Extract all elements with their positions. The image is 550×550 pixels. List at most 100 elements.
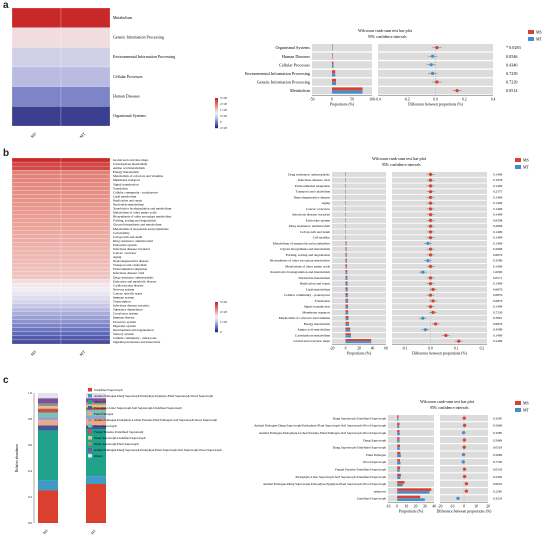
a-right-tick: 0.4 <box>491 98 496 102</box>
b-heatmap-cell <box>60 174 111 179</box>
b-xlabel-left: Proportions (%) <box>347 352 372 356</box>
b-heatmap-cell <box>60 161 111 167</box>
b-heatmap-row-label: Sensory system <box>113 332 134 336</box>
b-left-tick: 20 <box>357 347 361 351</box>
b-row-label: Endocrine system <box>306 218 331 222</box>
a-bar-ms <box>332 53 333 57</box>
b-row-stripe-right <box>392 292 487 298</box>
a-heatmap-cell <box>11 66 62 87</box>
b-bar-mt <box>345 329 351 332</box>
b-heatmap-row-label: Transcription <box>113 300 131 304</box>
b-colorbar-segment <box>215 318 218 321</box>
b-row-label: Replication and repair <box>300 282 331 286</box>
b-diff-point <box>426 241 430 246</box>
c-legend-label: Animal Pathogen-Endophyte-Lichen Parasit… <box>94 418 217 422</box>
b-heatmap-row-label: Neurodegenerative disease <box>113 259 149 263</box>
c-row-stripe-left <box>388 436 434 444</box>
b-colorbar-segment <box>215 320 218 322</box>
b-right-tick: -0.1 <box>402 347 408 351</box>
b-row-stripe-right <box>392 223 487 229</box>
b-row-stripe-left <box>332 183 386 189</box>
c-legend-swatch <box>88 430 92 434</box>
c-legend-swatch <box>88 400 92 404</box>
a-heatmap-cell <box>11 106 62 127</box>
b-heatmap-cell <box>11 279 62 284</box>
b-heatmap-row-label: Cardiovascular disease <box>113 283 144 287</box>
c-bar-mt <box>397 491 430 494</box>
b-subtitle: 95% confidence intervals <box>382 163 421 167</box>
b-heatmap-cell <box>60 263 111 268</box>
a-heatmap-row-label: Metabolism <box>113 15 133 20</box>
c-legend-swatch <box>515 401 521 405</box>
b-diff-point <box>428 184 433 188</box>
a-bar-mt <box>332 82 337 86</box>
a-colorbar-segment <box>215 104 218 106</box>
c-right-tick: 0 <box>463 505 465 509</box>
b-bar-mt <box>345 220 346 223</box>
a-colorbar-segment <box>215 114 218 117</box>
c-row-stripe-left <box>388 473 434 480</box>
c-diff-point <box>462 416 466 420</box>
c-left-tick: 20 <box>414 505 418 509</box>
a-colorbar-tick: 2×10⁶ <box>220 102 227 106</box>
b-p-value: 0.2375 <box>493 190 503 194</box>
c-p-value: 0.0518 <box>493 446 502 450</box>
c-row-stripe-left <box>388 429 434 436</box>
b-colorbar-tick: 0 <box>220 330 222 334</box>
c-legend-swatch <box>88 418 92 422</box>
b-heatmap-row-label: Cell growth and death <box>113 235 143 239</box>
c-xlabel-left: Proportions (%) <box>399 510 424 514</box>
a-left-tick: -50 <box>310 98 315 102</box>
c-stack-segment <box>38 412 58 417</box>
c-row-stripe-left <box>388 444 434 451</box>
b-heatmap-cell <box>11 170 62 175</box>
b-heatmap-row-label: Drug resistance: antineoplastic <box>113 275 154 279</box>
c-y-tick: 0.4 <box>28 469 32 473</box>
c-stack-segment <box>86 425 106 430</box>
b-row-stripe-left <box>332 298 386 304</box>
b-heatmap-cell <box>11 319 62 324</box>
c-row-stripe-left <box>388 422 434 429</box>
c-row-label: Dung Saprotroph-Undefined Saprotroph <box>333 446 387 450</box>
b-colorbar-segment <box>215 321 218 324</box>
a-colorbar-segment <box>215 98 218 100</box>
b-p-value: 0.1409 <box>493 305 503 309</box>
b-heatmap-row-label: Aging <box>113 255 122 259</box>
b-heatmap-cell <box>11 275 62 280</box>
b-heatmap-cell <box>60 242 111 248</box>
a-legend-swatch <box>528 30 534 34</box>
b-diff-point <box>421 316 425 320</box>
c-row-stripe-left <box>388 415 434 422</box>
b-bar-ms <box>345 327 351 330</box>
b-p-value: 0.1409 <box>493 172 503 176</box>
c-diff-point <box>463 423 467 427</box>
b-row-stripe-right <box>392 172 487 177</box>
b-colorbar-segment <box>215 306 218 309</box>
b-heatmap-cell <box>11 174 62 179</box>
b-bar-mt <box>345 254 347 257</box>
c-xlabel-right: Difference between proportions (%) <box>437 510 493 514</box>
c-legend-label: Wood Saprotroph <box>94 424 117 428</box>
b-row-stripe-left <box>332 304 386 310</box>
b-row-stripe-right <box>392 206 487 212</box>
a-heatmap-cell <box>60 27 111 48</box>
c-bar-ms <box>397 495 421 499</box>
b-bar-mt <box>345 283 348 286</box>
b-row-label: Translation <box>315 299 331 303</box>
b-p-value: 0.7239 <box>493 310 503 314</box>
b-row-label: Drug resistance: antineoplastic <box>288 172 330 176</box>
b-row-stripe-left <box>332 195 386 200</box>
b-bar-ms <box>345 258 347 261</box>
b-p-value: 0.6876 <box>493 293 503 297</box>
b-heatmap-cell <box>11 307 62 312</box>
b-bar-mt <box>345 295 348 298</box>
b-heatmap-cell <box>11 331 62 337</box>
b-row-stripe-left <box>332 200 386 206</box>
c-right-tick: -20 <box>438 505 443 509</box>
a-colorbar-segment <box>215 119 218 121</box>
c-legend-swatch <box>88 448 92 452</box>
a-bar-mt <box>332 64 334 68</box>
b-heatmap-cell <box>60 238 111 244</box>
b-heatmap-row-label: Endocrine and metabolic disease <box>113 279 157 283</box>
a-row-stripe-left <box>312 69 372 78</box>
